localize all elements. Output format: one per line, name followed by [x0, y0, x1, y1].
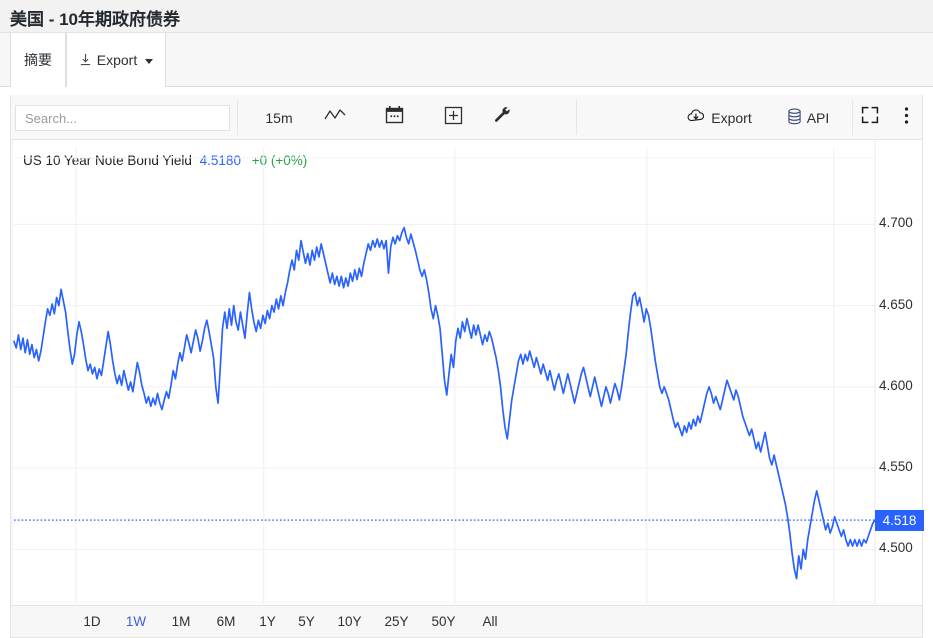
toolbar-divider [237, 100, 238, 135]
search-placeholder: Search... [25, 110, 78, 126]
add-indicator-button[interactable] [434, 95, 472, 140]
tab-export-label: Export [96, 52, 138, 68]
cloud-download-icon [686, 108, 706, 127]
legend-change: +0 (+0%) [251, 153, 308, 168]
current-price-badge: 4.518 [875, 510, 924, 532]
period-button-25y[interactable]: 25Y [384, 614, 409, 629]
plus-box-icon [444, 106, 463, 130]
period-button-1y[interactable]: 1Y [259, 614, 276, 629]
chart-widget: Search... 15m [10, 95, 924, 633]
interval-button[interactable]: 15m [258, 95, 300, 140]
series-line [13, 226, 876, 580]
chart-gridlines [11, 140, 876, 605]
period-button-all[interactable]: All [482, 614, 498, 629]
chart-body: US 10 Year Note Bond Yield 4.5180 +0 (+0… [11, 140, 924, 633]
wrench-icon [492, 105, 512, 130]
api-button[interactable]: API [775, 95, 841, 140]
chart-export-button[interactable]: Export [673, 95, 765, 140]
period-selector: 1D 1W 1M 6M 1Y 5Y 10Y 25Y 50Y All [10, 606, 923, 638]
legend-series-name: US 10 Year Note Bond Yield [23, 153, 192, 168]
interval-label: 15m [265, 109, 293, 126]
tab-summary-label: 摘要 [24, 52, 52, 68]
period-button-1d[interactable]: 1D [83, 614, 101, 629]
api-label: API [806, 109, 830, 126]
fullscreen-button[interactable] [851, 95, 889, 140]
period-button-1m[interactable]: 1M [171, 614, 191, 629]
more-vertical-icon [904, 106, 909, 130]
chart-legend: US 10 Year Note Bond Yield 4.5180 +0 (+0… [23, 153, 307, 168]
y-axis-tick-label: 4.650 [879, 296, 913, 312]
database-icon [787, 108, 802, 128]
y-axis-tick-label: 4.550 [879, 459, 913, 475]
fullscreen-expand-icon [860, 105, 880, 130]
page-title: 美国 - 10年期政府债券 [10, 10, 181, 29]
period-button-10y[interactable]: 10Y [337, 614, 362, 629]
chevron-down-icon [145, 58, 154, 64]
chart-type-button[interactable] [316, 95, 354, 140]
legend-last-value: 4.5180 [199, 153, 241, 168]
tab-export[interactable]: Export [66, 33, 166, 87]
tab-strip: 摘要 Export [0, 33, 933, 87]
calendar-button[interactable] [375, 95, 413, 140]
tools-button[interactable] [483, 95, 521, 140]
period-button-6m[interactable]: 6M [216, 614, 236, 629]
page-header: 美国 - 10年期政府债券 [0, 0, 933, 33]
period-button-5y[interactable]: 5Y [298, 614, 315, 629]
price-chart-plot[interactable] [11, 140, 922, 605]
toolbar-divider [576, 100, 577, 135]
toolbar-divider [852, 100, 853, 135]
y-axis-tick-label: 4.600 [879, 377, 913, 393]
y-axis-tick-label: 4.700 [879, 215, 913, 231]
chart-export-label: Export [711, 109, 752, 126]
chart-toolbar: Search... 15m [11, 95, 922, 140]
period-button-1w[interactable]: 1W [125, 614, 147, 629]
search-input[interactable]: Search... [15, 105, 230, 131]
calendar-icon [385, 105, 404, 130]
period-button-50y[interactable]: 50Y [431, 614, 456, 629]
y-axis-tick-label: 4.500 [879, 540, 913, 556]
line-chart-icon [324, 107, 346, 128]
download-icon [79, 53, 92, 67]
tab-summary[interactable]: 摘要 [10, 33, 66, 87]
more-options-button[interactable] [891, 95, 921, 140]
